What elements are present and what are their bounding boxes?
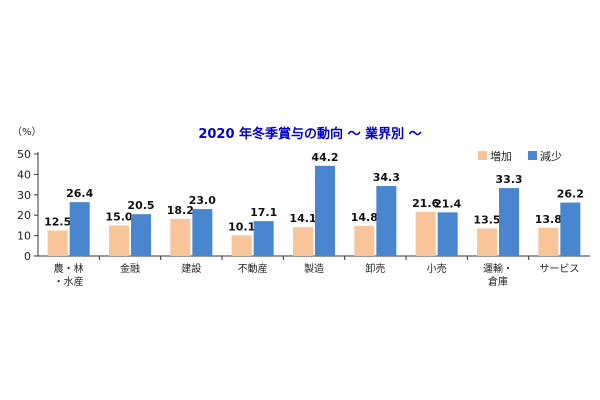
data-label: 21.4 (434, 197, 461, 210)
bar-decrease (499, 188, 519, 256)
data-label: 34.3 (373, 171, 400, 184)
x-tick-label: 卸売 (365, 262, 385, 275)
chart-title: 2020 年冬季賞与の動向 ～ 業界別 ～ (198, 126, 421, 142)
legend-label: 減少 (540, 149, 562, 163)
legend-label: 増加 (490, 150, 512, 163)
data-label: 14.8 (351, 211, 378, 224)
x-tick-label: 建設 (181, 262, 201, 275)
y-tick-label: 0 (24, 250, 31, 263)
x-tick-label: 不動産 (238, 262, 268, 275)
data-label: 18.2 (167, 204, 194, 217)
bar-increase (231, 235, 252, 256)
y-tick-label: 40 (17, 168, 31, 181)
y-tick-label: 20 (17, 209, 31, 222)
data-label: 12.5 (44, 216, 71, 229)
data-label: 13.8 (535, 213, 562, 226)
bar-increase (354, 225, 375, 256)
data-label: 13.5 (473, 213, 500, 226)
data-label: 20.5 (127, 199, 154, 212)
data-label: 44.2 (311, 151, 338, 164)
data-label: 15.0 (105, 210, 132, 223)
legend-swatch (478, 151, 487, 160)
x-tick-label: 倉庫 (488, 275, 508, 288)
x-tick-label: サービス (539, 263, 579, 275)
x-tick-label: 金融 (120, 262, 140, 275)
legend-swatch (528, 151, 537, 160)
bar-increase (538, 227, 559, 256)
bar-decrease (192, 209, 213, 256)
bar-decrease (376, 186, 397, 256)
y-tick-label: 30 (17, 189, 31, 202)
bar-decrease (560, 202, 581, 256)
data-label: 26.2 (557, 188, 584, 201)
bar-increase (47, 230, 68, 256)
bar-increase (293, 227, 313, 256)
x-tick-label: 小売 (427, 262, 447, 275)
y-axis-unit: （%） (12, 126, 42, 138)
x-tick-label: 運輸・ (483, 262, 513, 275)
bar-increase (415, 211, 436, 256)
data-label: 10.1 (228, 220, 255, 233)
bar-decrease (131, 214, 151, 256)
data-label: 26.4 (66, 187, 93, 200)
bar-decrease (315, 165, 335, 256)
data-label: 33.3 (495, 173, 522, 186)
x-tick-label: 農・林 (54, 262, 84, 275)
x-tick-label: ・水産 (54, 275, 84, 288)
bar-decrease (437, 212, 458, 256)
data-label: 17.1 (250, 206, 277, 219)
y-tick-label: 50 (17, 148, 31, 161)
bar-increase (477, 228, 497, 256)
data-label: 21.6 (412, 197, 439, 210)
bar-decrease (253, 221, 274, 256)
data-label: 14.1 (289, 212, 316, 225)
data-label: 23.0 (189, 194, 216, 207)
bar-decrease (69, 202, 90, 256)
bar-increase (109, 225, 129, 256)
bar-increase (170, 218, 191, 256)
x-tick-label: 製造 (304, 262, 324, 275)
y-tick-label: 10 (17, 230, 31, 243)
